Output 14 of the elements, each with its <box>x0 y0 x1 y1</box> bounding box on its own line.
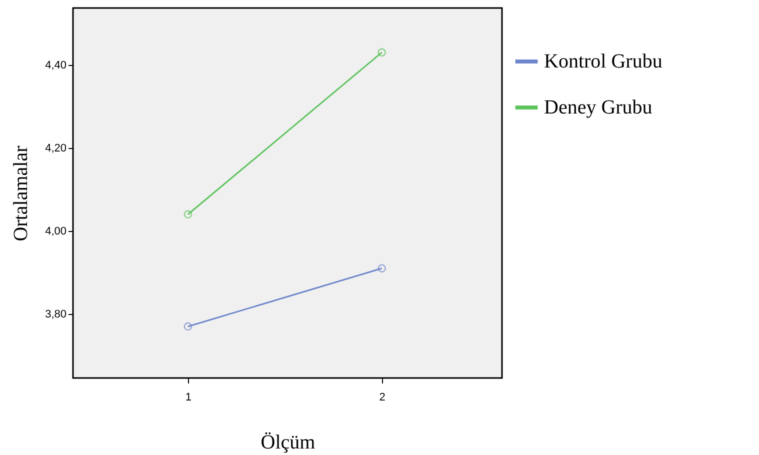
y-tick-label: 4,40 <box>45 59 66 72</box>
point <box>378 264 386 272</box>
y-tick-label: 4,20 <box>45 142 66 154</box>
x-axis-title: Ölçüm <box>260 432 316 454</box>
point <box>184 322 192 331</box>
y-tick-label: 4,00 <box>45 225 66 238</box>
point <box>184 210 192 219</box>
y-tick-label: 3,80 <box>45 308 66 321</box>
y-axis-title: Ortalamalar <box>10 145 32 242</box>
x-tick-label: 2 <box>379 392 386 404</box>
point <box>378 48 386 57</box>
legend-label: Kontrol Grubu <box>544 50 662 72</box>
x-tick-label: 1 <box>185 392 192 404</box>
legend-label: Deney Grubu <box>544 96 652 118</box>
